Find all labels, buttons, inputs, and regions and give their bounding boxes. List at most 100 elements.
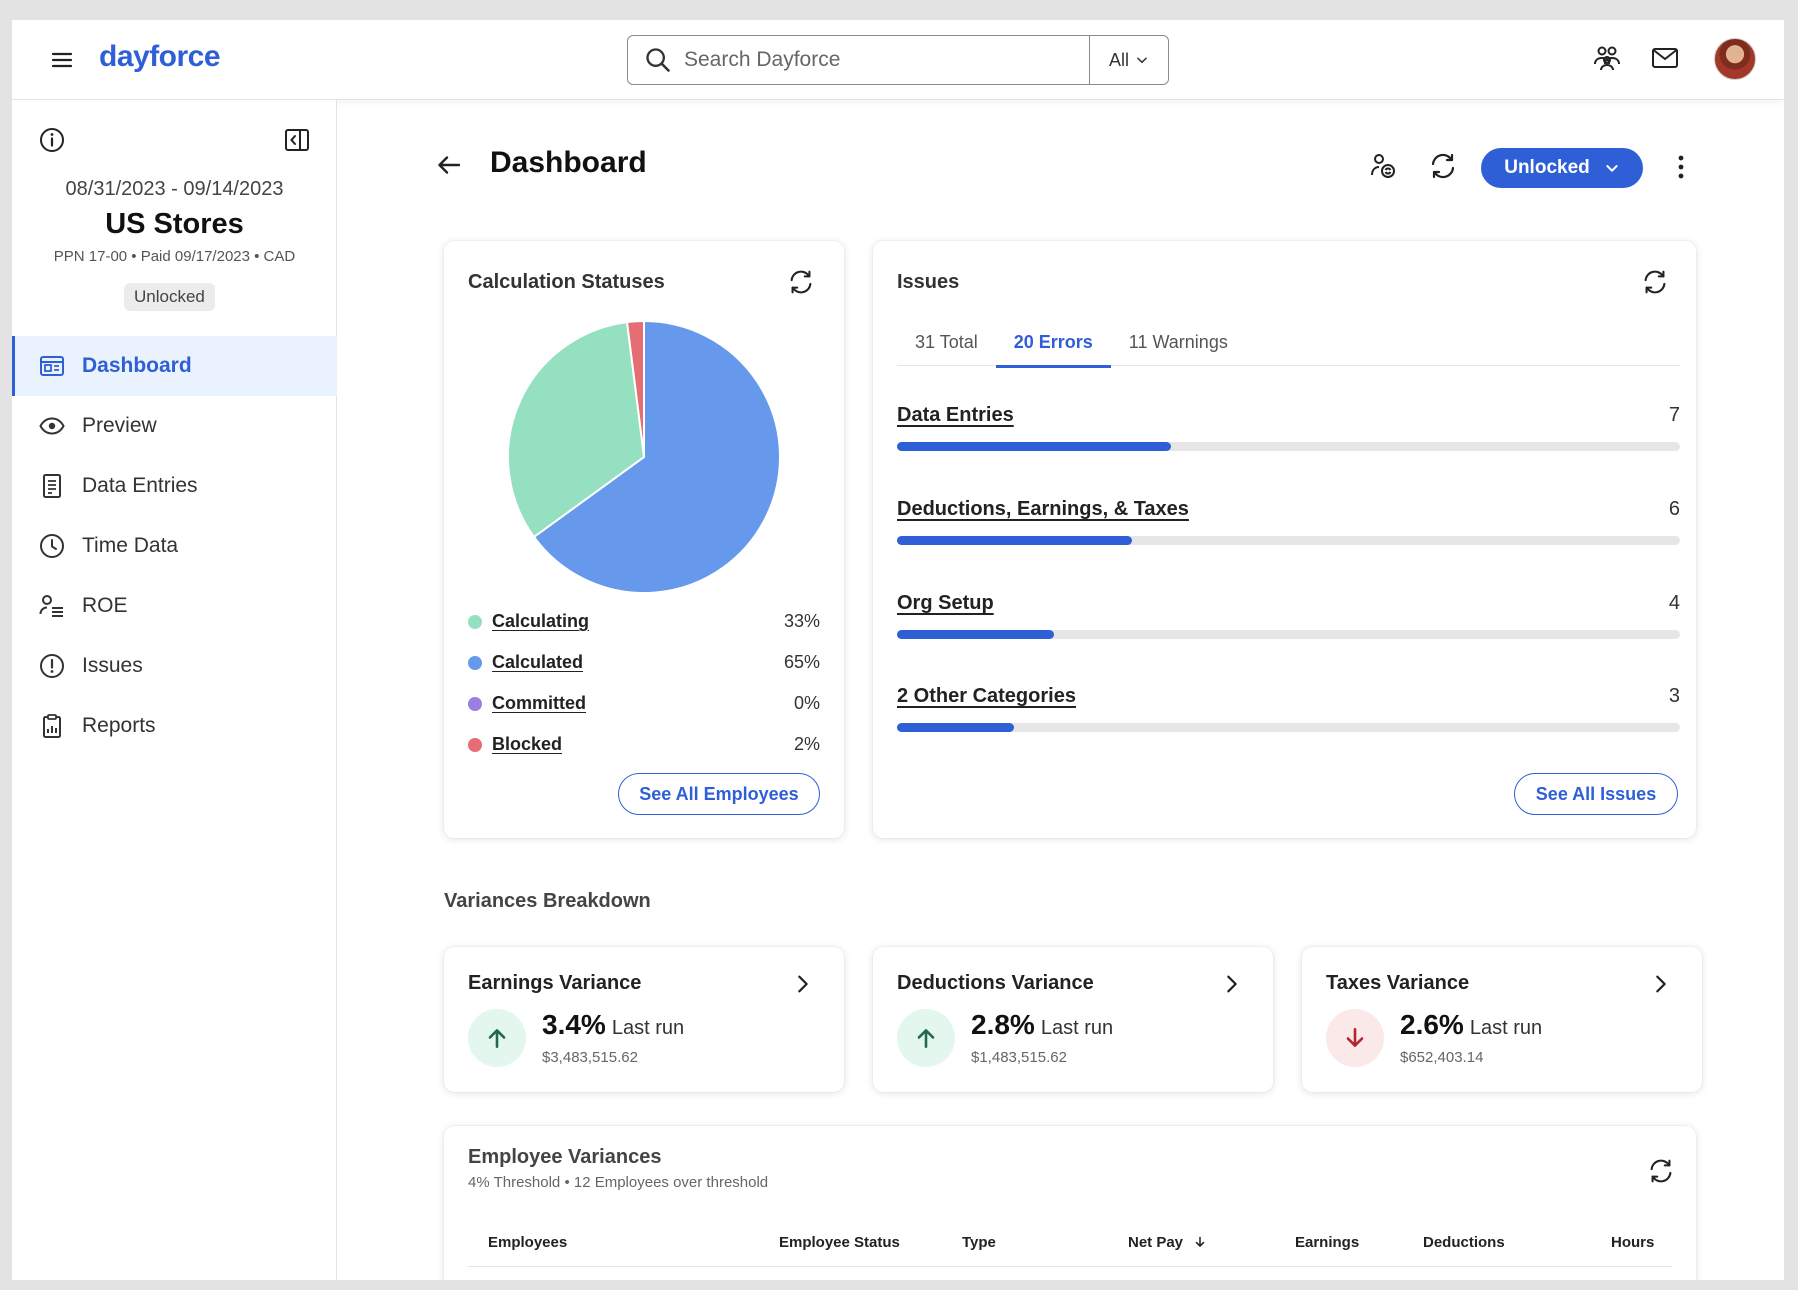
- eye-icon: [39, 417, 65, 435]
- sidebar-item-time-data[interactable]: Time Data: [12, 516, 337, 576]
- legend-row[interactable]: Calculating 33%: [468, 601, 820, 642]
- refresh-icon[interactable]: [1646, 1156, 1676, 1186]
- legend-row[interactable]: Committed 0%: [468, 683, 820, 724]
- issue-bar-track: [897, 630, 1680, 639]
- calculation-statuses-card: Calculation Statuses Calculating 33% Calc…: [444, 241, 844, 838]
- arrow-down-icon: [1346, 1028, 1364, 1047]
- issue-row: Deductions, Earnings, & Taxes 6: [897, 498, 1680, 558]
- search-bar: All: [627, 35, 1169, 85]
- issue-row: 2 Other Categories 3: [897, 685, 1680, 745]
- pay-period-meta: PPN 17-00 • Paid 09/17/2023 • CAD: [53, 248, 296, 265]
- variance-title: Earnings Variance: [468, 972, 642, 994]
- legend-value: 0%: [793, 693, 820, 713]
- column-header-net-pay[interactable]: Net Pay: [1128, 1234, 1207, 1251]
- variance-value: 2.6%: [1400, 1009, 1464, 1040]
- legend-dot: [468, 614, 482, 629]
- issue-bar-track: [897, 442, 1680, 451]
- variance-title: Deductions Variance: [897, 972, 1094, 994]
- person-list-icon: [39, 595, 63, 617]
- refresh-icon[interactable]: [786, 267, 816, 297]
- sidebar-item-dashboard[interactable]: Dashboard: [12, 336, 337, 396]
- alert-circle-icon: [40, 654, 64, 678]
- sidebar-item-label: Preview: [82, 414, 157, 437]
- sidebar-item-label: Dashboard: [82, 354, 192, 377]
- chevron-right-icon[interactable]: [792, 973, 814, 995]
- document-icon: [43, 474, 61, 498]
- refresh-icon[interactable]: [1427, 150, 1459, 182]
- back-arrow-icon[interactable]: [435, 151, 463, 179]
- table-header-divider: [468, 1266, 1672, 1267]
- variance-suffix: Last run: [1469, 1017, 1543, 1039]
- variance-value: 2.8%: [971, 1009, 1035, 1040]
- column-header-type[interactable]: Type: [962, 1234, 996, 1251]
- issue-category-link[interactable]: Deductions, Earnings, & Taxes: [897, 498, 1189, 520]
- sidebar-item-label: Time Data: [82, 534, 179, 557]
- issue-category-link[interactable]: Data Entries: [897, 404, 1014, 426]
- user-avatar[interactable]: [1714, 38, 1756, 80]
- search-input[interactable]: [684, 48, 1074, 72]
- column-header-deductions[interactable]: Deductions: [1423, 1234, 1505, 1251]
- sidebar-item-roe[interactable]: ROE: [12, 576, 337, 636]
- issues-card: Issues 31 Total 20 Errors 11 Warnings Da…: [873, 241, 1696, 838]
- sidebar-item-preview[interactable]: Preview: [12, 396, 337, 456]
- people-icon[interactable]: [1591, 42, 1623, 74]
- sidebar-item-data-entries[interactable]: Data Entries: [12, 456, 337, 516]
- lock-status-button[interactable]: Unlocked: [1481, 148, 1643, 188]
- info-icon[interactable]: [38, 126, 66, 154]
- issue-count: 4: [1668, 592, 1680, 614]
- legend-value: 65%: [783, 652, 820, 672]
- legend-label: Committed: [492, 693, 586, 713]
- pie-slice-calculated[interactable]: [532, 319, 781, 594]
- variance-amount: $1,483,515.62: [971, 1049, 1067, 1066]
- app-logo[interactable]: dayforce: [99, 40, 221, 73]
- taxes-variance-card[interactable]: Taxes Variance 2.6% Last run $652,403.14: [1302, 947, 1702, 1092]
- card-title: Issues: [897, 271, 960, 293]
- search-scope-dropdown[interactable]: All: [1089, 36, 1168, 84]
- column-header-earnings[interactable]: Earnings: [1295, 1234, 1360, 1251]
- legend-row[interactable]: Calculated 65%: [468, 642, 820, 683]
- issue-category-link[interactable]: 2 Other Categories: [897, 685, 1076, 707]
- issue-category-link[interactable]: Org Setup: [897, 592, 994, 614]
- variance-percent: 2.6% Last run: [1400, 1009, 1542, 1041]
- sidebar-item-label: ROE: [82, 594, 128, 617]
- sidebar-item-label: Data Entries: [82, 474, 198, 497]
- sidebar-item-reports[interactable]: Reports: [12, 696, 337, 756]
- see-all-issues-button[interactable]: See All Issues: [1514, 773, 1678, 815]
- collapse-panel-icon[interactable]: [283, 126, 311, 154]
- earnings-variance-card[interactable]: Earnings Variance 3.4% Last run $3,483,51…: [444, 947, 844, 1092]
- pie-legend: Calculating 33% Calculated 65% Committed 0%…: [468, 601, 820, 765]
- variance-suffix: Last run: [1040, 1017, 1114, 1039]
- people-sync-icon[interactable]: [1367, 150, 1399, 182]
- issue-bar-fill: [897, 723, 1015, 732]
- legend-dot: [468, 696, 482, 711]
- column-header-hours[interactable]: Hours: [1611, 1234, 1655, 1251]
- column-header-employees[interactable]: Employees: [488, 1234, 568, 1251]
- chevron-right-icon[interactable]: [1221, 973, 1243, 995]
- tab-warnings[interactable]: 11 Warnings: [1128, 332, 1228, 352]
- sidebar-item-issues[interactable]: Issues: [12, 636, 337, 696]
- column-header-employee-status[interactable]: Employee Status: [779, 1234, 900, 1251]
- legend-row[interactable]: Blocked 2%: [468, 724, 820, 765]
- trend-indicator: [1326, 1009, 1384, 1067]
- refresh-icon[interactable]: [1640, 267, 1670, 297]
- issue-bar-track: [897, 723, 1680, 732]
- tab-errors[interactable]: 20 Errors: [995, 319, 1111, 368]
- menu-icon[interactable]: [50, 48, 74, 72]
- legend-label: Calculated: [492, 652, 584, 672]
- status-badge: Unlocked: [124, 283, 215, 311]
- variance-amount: $3,483,515.62: [542, 1049, 638, 1066]
- clock-icon: [40, 534, 64, 558]
- more-options-icon[interactable]: [1671, 152, 1691, 182]
- tab-total[interactable]: 31 Total: [915, 332, 978, 352]
- variance-percent: 2.8% Last run: [971, 1009, 1113, 1041]
- chevron-right-icon[interactable]: [1650, 973, 1672, 995]
- legend-dot: [468, 655, 482, 670]
- deductions-variance-card[interactable]: Deductions Variance 2.8% Last run $1,483,…: [873, 947, 1273, 1092]
- card-title: Calculation Statuses: [468, 271, 665, 293]
- arrow-up-icon: [917, 1029, 935, 1048]
- sort-down-icon: [1195, 1236, 1205, 1247]
- mail-icon[interactable]: [1649, 42, 1681, 74]
- legend-label: Blocked: [492, 734, 563, 754]
- pie-slice-calculating[interactable]: [507, 320, 646, 539]
- see-all-employees-button[interactable]: See All Employees: [618, 773, 820, 815]
